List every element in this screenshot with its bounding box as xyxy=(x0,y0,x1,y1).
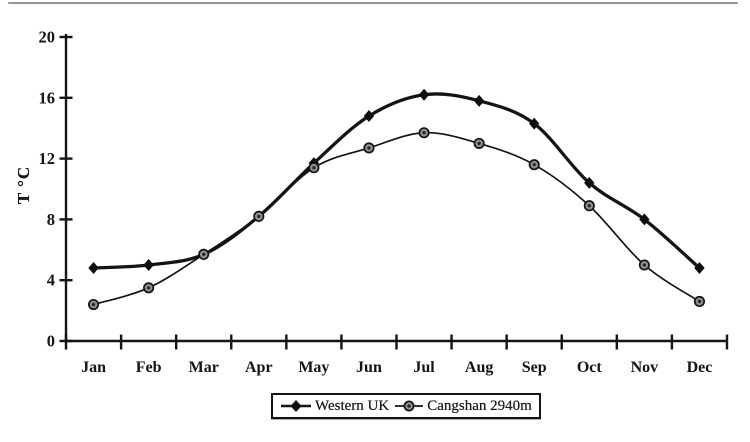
y-axis-title: T °C xyxy=(14,165,33,205)
x-axis-label-dec: Dec xyxy=(687,359,713,376)
marker-cangshan-2940m-oct-core xyxy=(587,204,591,208)
x-axis-label-nov: Nov xyxy=(631,359,659,376)
y-tick-label-20: 20 xyxy=(39,28,56,47)
marker-cangshan-2940m-aug-core xyxy=(477,141,481,145)
marker-western-uk-aug xyxy=(473,94,485,107)
marker-western-uk-dec xyxy=(694,262,705,275)
x-axis-label-feb: Feb xyxy=(136,359,162,376)
x-axis-label-apr: Apr xyxy=(245,359,273,376)
scan-artifact-line xyxy=(8,2,738,4)
series-line-cangshan-2940m xyxy=(92,131,701,306)
marker-cangshan-2940m-jan-core xyxy=(91,302,96,307)
series-line-western-uk xyxy=(91,92,702,270)
x-axis-label-may: May xyxy=(298,359,329,376)
marker-western-uk-sep xyxy=(529,117,540,130)
x-axis-label-jul: Jul xyxy=(413,359,435,376)
marker-western-uk-jun xyxy=(363,110,375,123)
marker-western-uk-jul xyxy=(418,88,430,101)
x-axis-label-mar: Mar xyxy=(189,359,219,376)
marker-cangshan-2940m-jun-core xyxy=(367,146,371,150)
y-tick-label-12: 12 xyxy=(39,149,56,168)
marker-cangshan-2940m-sep-core xyxy=(532,163,536,167)
legend-label-cangshan: Cangshan 2940m xyxy=(427,397,532,414)
marker-western-uk-oct xyxy=(584,176,595,189)
circle-marker-icon xyxy=(395,400,424,412)
legend-item-cangshan: Cangshan 2940m xyxy=(394,398,532,415)
x-axis-label-aug: Aug xyxy=(465,359,493,376)
legend-label-western-uk: Western UK xyxy=(315,397,390,414)
diamond-marker-icon xyxy=(281,400,311,412)
marker-cangshan-2940m-dec-core xyxy=(697,299,702,304)
y-tick-label-16: 16 xyxy=(39,88,56,107)
x-axis-label-jun: Jun xyxy=(356,359,382,376)
y-tick-label-8: 8 xyxy=(47,210,55,229)
marker-cangshan-2940m-nov-core xyxy=(642,263,646,267)
x-axis-label-jan: Jan xyxy=(81,359,106,376)
x-axis-label-oct: Oct xyxy=(577,359,603,376)
marker-western-uk-feb xyxy=(143,259,154,271)
marker-western-uk-jan xyxy=(88,262,99,275)
marker-cangshan-2940m-may-core xyxy=(312,166,316,170)
y-tick-label-4: 4 xyxy=(47,271,55,290)
x-axis-label-sep: Sep xyxy=(522,359,547,376)
marker-cangshan-2940m-apr-core xyxy=(257,214,261,218)
legend-item-western-uk: Western UK xyxy=(280,398,389,415)
marker-cangshan-2940m-mar-core xyxy=(202,252,206,256)
y-tick-label-0: 0 xyxy=(47,332,55,351)
marker-cangshan-2940m-jul-core xyxy=(422,131,426,135)
marker-cangshan-2940m-feb-core xyxy=(147,286,151,290)
marker-western-uk-nov xyxy=(639,213,650,226)
legend: Western UK Cangshan 2940m xyxy=(271,393,541,419)
